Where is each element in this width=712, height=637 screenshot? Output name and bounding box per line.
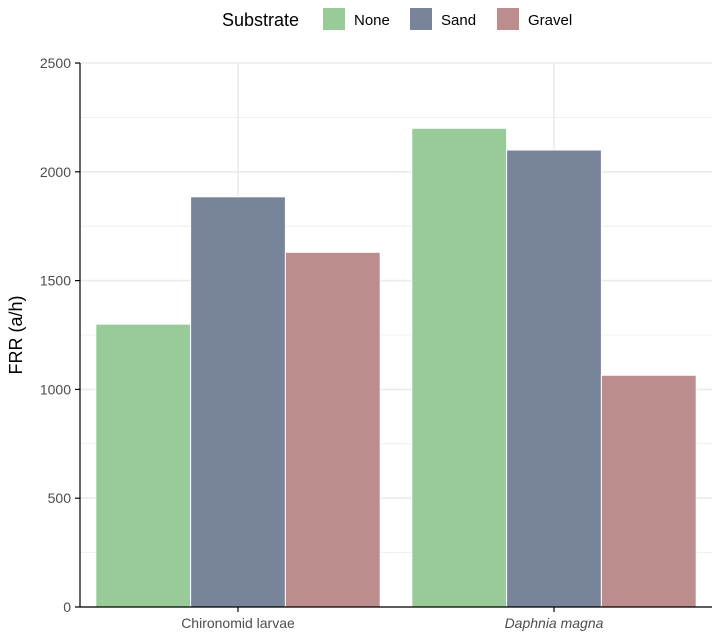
- y-tick-label: 2000: [40, 164, 71, 180]
- legend: Substrate None Sand Gravel: [222, 8, 572, 30]
- y-tick-label: 500: [48, 490, 72, 506]
- legend-label-none: None: [354, 12, 390, 29]
- legend-title: Substrate: [222, 10, 299, 30]
- x-tick-label: Daphnia magna: [505, 615, 604, 631]
- x-tick-label: Chironomid larvae: [181, 615, 295, 631]
- legend-key-sand: [410, 8, 432, 30]
- bar-gravel-2: [600, 374, 697, 608]
- bars: [95, 127, 697, 608]
- bar-sand-2: [506, 149, 602, 608]
- y-tick-label: 2500: [40, 55, 71, 71]
- bar-sand-1: [190, 196, 286, 608]
- tick-labels: 0 500 1000 1500 2000 2500 Chironomid larvae Dap…: [40, 55, 604, 631]
- y-tick-label: 1000: [40, 381, 71, 397]
- bar-none-2: [411, 127, 508, 608]
- y-tick-label: 0: [63, 599, 71, 615]
- y-axis-title: FRR (a/h): [6, 295, 26, 374]
- bar-gravel-1: [284, 251, 381, 608]
- y-tick-label: 1500: [40, 273, 71, 289]
- legend-label-gravel: Gravel: [528, 12, 572, 29]
- bar-none-1: [95, 323, 192, 608]
- legend-key-none: [323, 8, 345, 30]
- axes: [75, 62, 712, 612]
- legend-key-gravel: [497, 8, 519, 30]
- legend-label-sand: Sand: [441, 12, 476, 29]
